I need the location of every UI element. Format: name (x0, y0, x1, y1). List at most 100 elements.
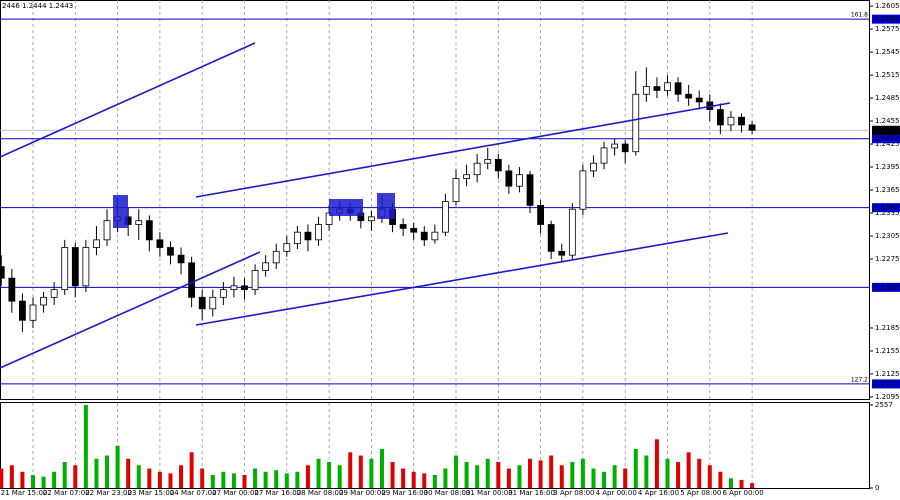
volume-bar (591, 468, 596, 488)
header: 2446 1.2444 1.2443 (2, 2, 73, 10)
candle-body (642, 86, 650, 95)
candle-body (516, 174, 523, 187)
x-tick-label: 5 Apr 08:00 (680, 489, 721, 497)
highlight-box (113, 195, 128, 228)
volume-bar (115, 445, 120, 488)
candle-body (695, 97, 703, 103)
x-tick-label: 28 Mar 08:00 (297, 489, 344, 497)
price-panel (0, 0, 870, 400)
volume-bar (62, 462, 67, 488)
candle-body (293, 231, 301, 245)
candle-body (653, 86, 661, 91)
candle-body (568, 208, 576, 256)
volume-bar (538, 460, 543, 488)
candle-body (452, 178, 460, 202)
volume-bar (379, 449, 384, 488)
x-tick-label: 22 Mar 23:00 (85, 489, 132, 497)
volume-bar (496, 462, 501, 488)
volume-bar (295, 471, 300, 488)
candle-body (315, 224, 322, 241)
volume-bar (83, 405, 88, 488)
volume-bar (157, 471, 162, 488)
candle-body (29, 304, 37, 321)
volume-bar (242, 475, 247, 488)
y-tick-label: 1.2395 (875, 163, 900, 171)
volume-bar (221, 471, 226, 488)
volume-bar (73, 465, 78, 488)
volume-bar (644, 455, 649, 488)
volume-bar (633, 449, 638, 488)
candle-body (177, 254, 185, 264)
volume-bar (517, 465, 522, 488)
volume-bar (253, 468, 258, 488)
volume-bar (485, 458, 490, 488)
y-tick-label: 1.2275 (875, 255, 900, 263)
volume-bar (348, 452, 353, 488)
x-tick-label: 23 Mar 15:00 (128, 489, 175, 497)
candle-body (716, 109, 724, 126)
volume-bar (189, 452, 194, 488)
volume-bar (136, 465, 141, 488)
volume-bar (390, 462, 395, 488)
x-tick-label: 29 Mar 16:00 (381, 489, 428, 497)
highlight-box (329, 199, 363, 216)
candle-body (632, 93, 640, 153)
candle-body (251, 270, 259, 291)
volume-bar (316, 458, 321, 488)
volume-bar (126, 458, 131, 488)
candle-body (167, 247, 174, 256)
volume-bar (676, 462, 681, 488)
volume-bar (580, 458, 585, 488)
x-tick-label: 22 Mar 07:00 (43, 489, 90, 497)
candle-body (505, 170, 513, 187)
level-price: 1.2432 (874, 135, 899, 143)
candle-body (399, 224, 407, 229)
level-tag (872, 14, 900, 24)
candle-body (600, 147, 608, 164)
trend-line (195, 232, 729, 326)
candle-body (82, 247, 90, 287)
volume-tick-label: 0 (875, 484, 879, 492)
y-tick-label: 1.2425 (875, 140, 900, 148)
highlight-boxes (113, 193, 395, 228)
candle-body (431, 231, 439, 241)
candle-body (674, 82, 682, 95)
trend-line (0, 251, 261, 369)
level-price: 1.2588 (874, 15, 899, 23)
volume-bar (401, 468, 406, 488)
volume-bar (210, 475, 215, 488)
y-tick-label: 1.2185 (875, 324, 900, 332)
volume-bar (9, 465, 14, 488)
volume-bar (654, 439, 659, 488)
candle-body (209, 296, 217, 310)
candle-body (230, 285, 238, 291)
level-price: 1.2112 (874, 380, 899, 388)
y-tick-label: 1.2305 (875, 232, 900, 240)
x-tick-label: 29 Mar 00:00 (339, 489, 386, 497)
volume-bar (179, 465, 184, 488)
candle-body (188, 262, 196, 298)
y-tick-label: 1.2605 (875, 2, 900, 10)
volume-bar (284, 473, 289, 488)
level-label: 127.2 (851, 376, 868, 383)
volume-bar (665, 458, 670, 488)
y-tick-label: 1.2155 (875, 347, 900, 355)
x-tick-label: 24 Mar 07:00 (170, 489, 217, 497)
candle-body (621, 143, 629, 153)
last-price-tag (872, 125, 900, 135)
candle-body (410, 227, 418, 233)
level-price: 1.2342 (874, 204, 899, 212)
candle-body (40, 296, 47, 306)
x-tick-label: 6 Apr 00:00 (723, 489, 764, 497)
volume-bar (94, 458, 99, 488)
candle-body (738, 116, 745, 126)
volume-bar (686, 452, 691, 488)
x-tick-label: 27 Mar 00:00 (212, 489, 259, 497)
candle-body (664, 82, 671, 91)
volume-bar (464, 462, 469, 488)
volume-bar (52, 471, 57, 488)
candle-body (50, 289, 58, 298)
candle-body (272, 250, 280, 264)
volume-bar (739, 479, 744, 488)
candle-body (420, 231, 428, 241)
